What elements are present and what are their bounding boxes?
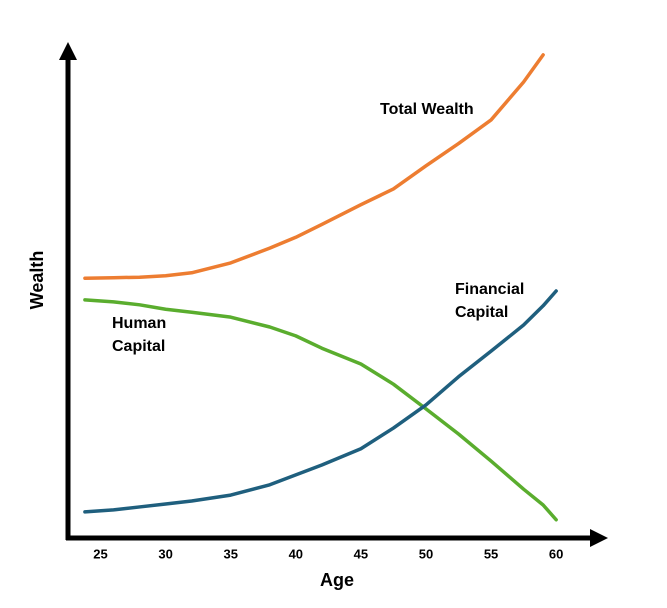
x-tick-label: 50 <box>419 546 433 561</box>
x-tick-label: 25 <box>93 546 107 561</box>
y-axis-arrow <box>59 42 77 60</box>
x-tick-label: 40 <box>289 546 303 561</box>
x-tick-label: 60 <box>549 546 563 561</box>
x-tick-label: 45 <box>354 546 368 561</box>
y-axis-title: Wealth <box>27 251 47 310</box>
series-label: Financial Capital <box>455 281 525 321</box>
series-label-box: Human Capital <box>112 315 167 355</box>
series-label: Total Wealth <box>380 101 474 118</box>
x-tick-label: 55 <box>484 546 498 561</box>
series-label-box: Total Wealth <box>380 101 474 118</box>
line-series <box>83 53 545 280</box>
series-label: Human Capital <box>112 315 167 355</box>
line-series <box>83 298 558 522</box>
x-tick-label: 35 <box>223 546 237 561</box>
series-label-box: Financial Capital <box>455 281 525 321</box>
x-axis-title: Age <box>320 570 354 590</box>
line-series <box>83 289 558 514</box>
x-tick-label: 30 <box>158 546 172 561</box>
x-axis-arrow <box>590 529 608 547</box>
